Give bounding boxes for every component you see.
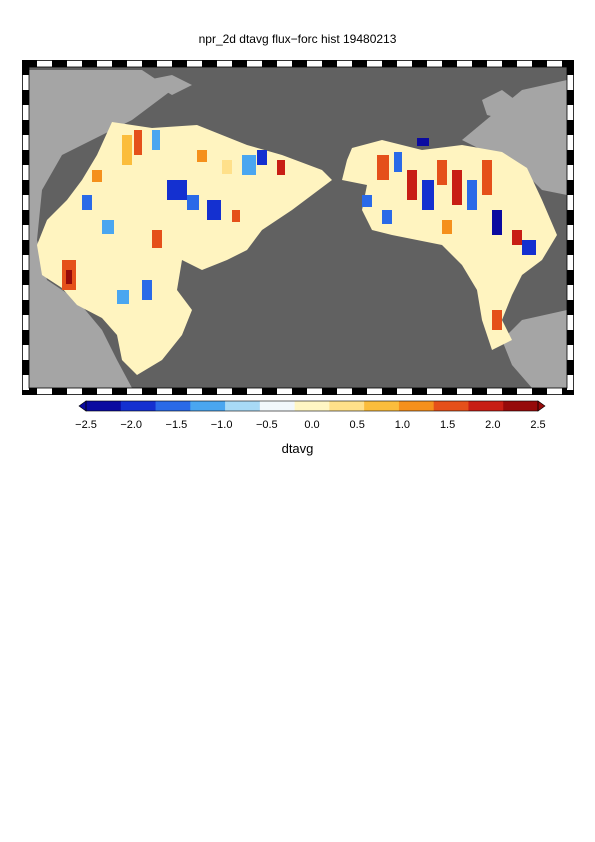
colorbar-tick-label: −2.0 bbox=[120, 419, 143, 431]
colorbar-swatch bbox=[259, 401, 296, 411]
colorbar-swatch bbox=[364, 401, 400, 411]
map-border bbox=[22, 60, 574, 395]
land-north-america bbox=[462, 80, 567, 195]
colorbar-min-arrow bbox=[78, 400, 87, 412]
colorbar-tick-label: 0.5 bbox=[349, 419, 365, 431]
colorbar bbox=[78, 400, 546, 412]
land-north-america-south bbox=[502, 310, 567, 388]
colorbar-swatch bbox=[294, 401, 330, 411]
colorbar-tick-label: −1.0 bbox=[210, 419, 233, 431]
colorbar-swatch bbox=[468, 401, 504, 411]
colorbar-swatch bbox=[155, 401, 191, 411]
colorbar-swatch bbox=[503, 401, 539, 411]
colorbar-swatch bbox=[398, 401, 435, 411]
data-field-north-america bbox=[342, 138, 557, 350]
data-field-asia bbox=[37, 122, 332, 375]
colorbar-tick-label: 2.0 bbox=[485, 419, 501, 431]
colorbar-tick-label: 0.0 bbox=[304, 419, 320, 431]
colorbar-swatch bbox=[120, 401, 157, 411]
colorbar-max-arrow bbox=[537, 400, 546, 412]
map-panel bbox=[22, 60, 574, 395]
colorbar-tick-label: −0.5 bbox=[255, 419, 278, 431]
colorbar-tick-label: −2.5 bbox=[75, 419, 97, 431]
colorbar-swatch bbox=[86, 401, 122, 411]
colorbar-tick-label: −1.5 bbox=[165, 419, 188, 431]
plot-title: npr_2d dtavg flux−forc hist 19480213 bbox=[198, 32, 397, 46]
land-asia bbox=[29, 70, 172, 388]
colorbar-tick-label: 1.5 bbox=[439, 419, 456, 431]
colorbar-swatch bbox=[225, 401, 261, 411]
colorbar-swatch bbox=[433, 401, 469, 411]
colorbar-label: dtavg bbox=[281, 441, 314, 456]
colorbar-swatch bbox=[190, 401, 226, 411]
colorbar-swatch bbox=[329, 401, 365, 411]
colorbar-tick-label: 1.0 bbox=[394, 419, 411, 431]
colorbar-tick-label: 2.5 bbox=[530, 419, 546, 431]
